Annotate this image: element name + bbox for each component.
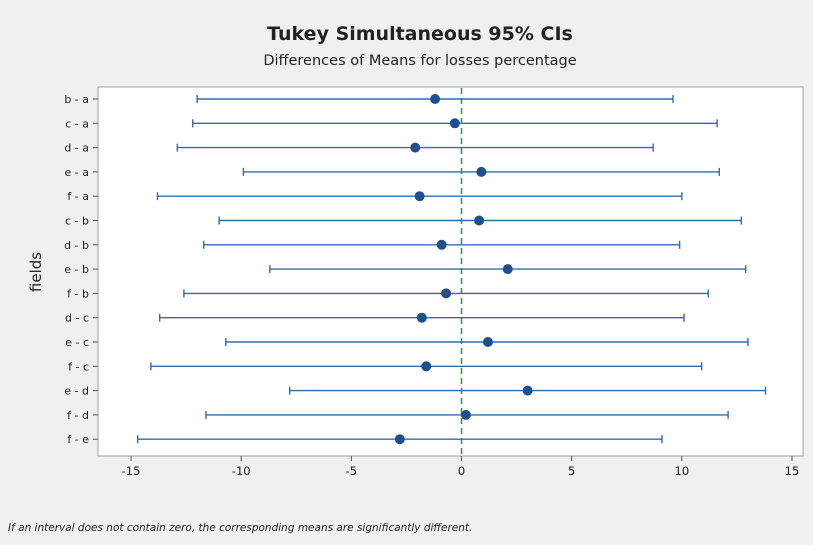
y-category-label: e - a — [65, 166, 89, 179]
x-tick-label: 10 — [675, 464, 690, 478]
mean-point — [441, 288, 452, 299]
x-tick-label: 0 — [458, 464, 465, 478]
chart-marks: -15 -10 -5 0 5 10 15 b - a c - a d - a e - a f - a c… — [64, 88, 799, 478]
mean-point — [436, 239, 447, 250]
mean-point — [449, 118, 460, 129]
y-category-label: c - a — [65, 117, 89, 130]
y-category-label: c - b — [65, 215, 89, 228]
x-tick-label: -5 — [346, 464, 357, 478]
y-category-label: f - c — [68, 360, 89, 373]
footnote: If an interval does not contain zero, th… — [8, 522, 472, 534]
x-tick-label: 5 — [568, 464, 575, 478]
mean-point — [421, 361, 432, 372]
mean-point — [482, 337, 493, 347]
mean-point — [416, 312, 427, 323]
y-category-label: f - d — [67, 409, 89, 422]
mean-point — [414, 191, 425, 202]
x-tick-label: 15 — [785, 464, 800, 478]
x-tick-label: -15 — [122, 464, 141, 478]
y-axis-label: fields — [27, 252, 45, 292]
y-category-label: e - c — [65, 336, 89, 349]
mean-point — [476, 166, 487, 177]
y-category-label: f - e — [67, 433, 89, 446]
y-category-label: d - c — [65, 312, 89, 325]
mean-point — [474, 215, 485, 226]
mean-point — [460, 409, 471, 420]
mean-point — [410, 142, 421, 153]
y-category-label: e - b — [64, 263, 89, 276]
y-category-label: f - b — [67, 287, 89, 300]
y-category-label: b - a — [64, 93, 89, 106]
mean-point — [502, 264, 513, 275]
y-category-label: d - b — [64, 239, 89, 252]
y-category-label: d - a — [64, 142, 89, 155]
chart-title: Tukey Simultaneous 95% CIs — [267, 23, 573, 45]
y-category-label: f - a — [67, 190, 89, 203]
mean-point — [522, 385, 533, 396]
mean-point — [430, 94, 441, 104]
plot-area — [97, 86, 804, 457]
mean-point — [394, 434, 405, 445]
chart-subtitle: Differences of Means for losses percenta… — [263, 53, 576, 69]
x-tick-label: -10 — [232, 464, 251, 478]
y-category-label: e - d — [64, 385, 89, 398]
